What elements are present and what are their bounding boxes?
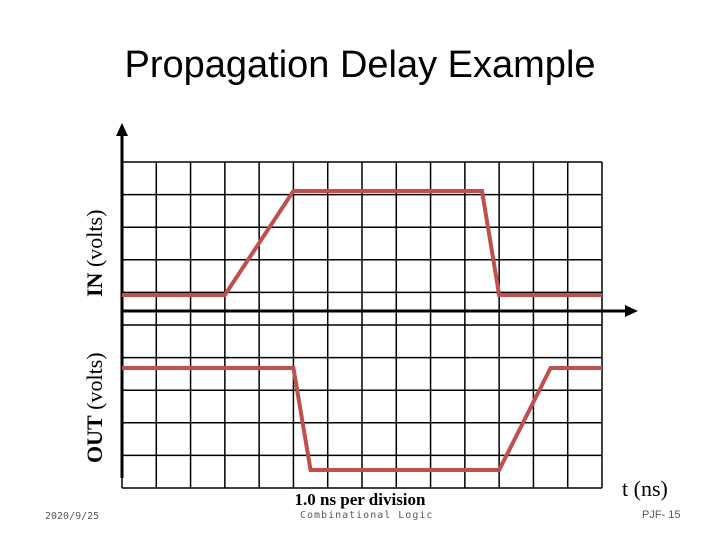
out-axis-label-name: OUT (82, 415, 107, 463)
division-caption: 1.0 ns per division (294, 490, 426, 509)
in-axis-label-name: IN (82, 272, 107, 297)
footer-page: PJF- 15 (642, 509, 681, 521)
time-axis-label: t (ns) (622, 476, 668, 501)
out-axis-label-unit: (volts) (82, 352, 107, 410)
out-waveform (122, 366, 602, 472)
out-axis-label: OUT (volts) (82, 333, 108, 463)
in-axis-label-unit: (volts) (82, 209, 107, 268)
x-axis-arrowhead (625, 305, 638, 317)
footer-date: 2020/9/25 (45, 511, 100, 522)
grid (121, 161, 603, 489)
in-waveform (122, 189, 602, 297)
footer-center: Combinational Logic (300, 510, 434, 521)
y-axis-arrowhead (116, 123, 128, 136)
slide-title: Propagation Delay Example (124, 44, 596, 86)
in-axis-label: IN (volts) (82, 177, 108, 297)
